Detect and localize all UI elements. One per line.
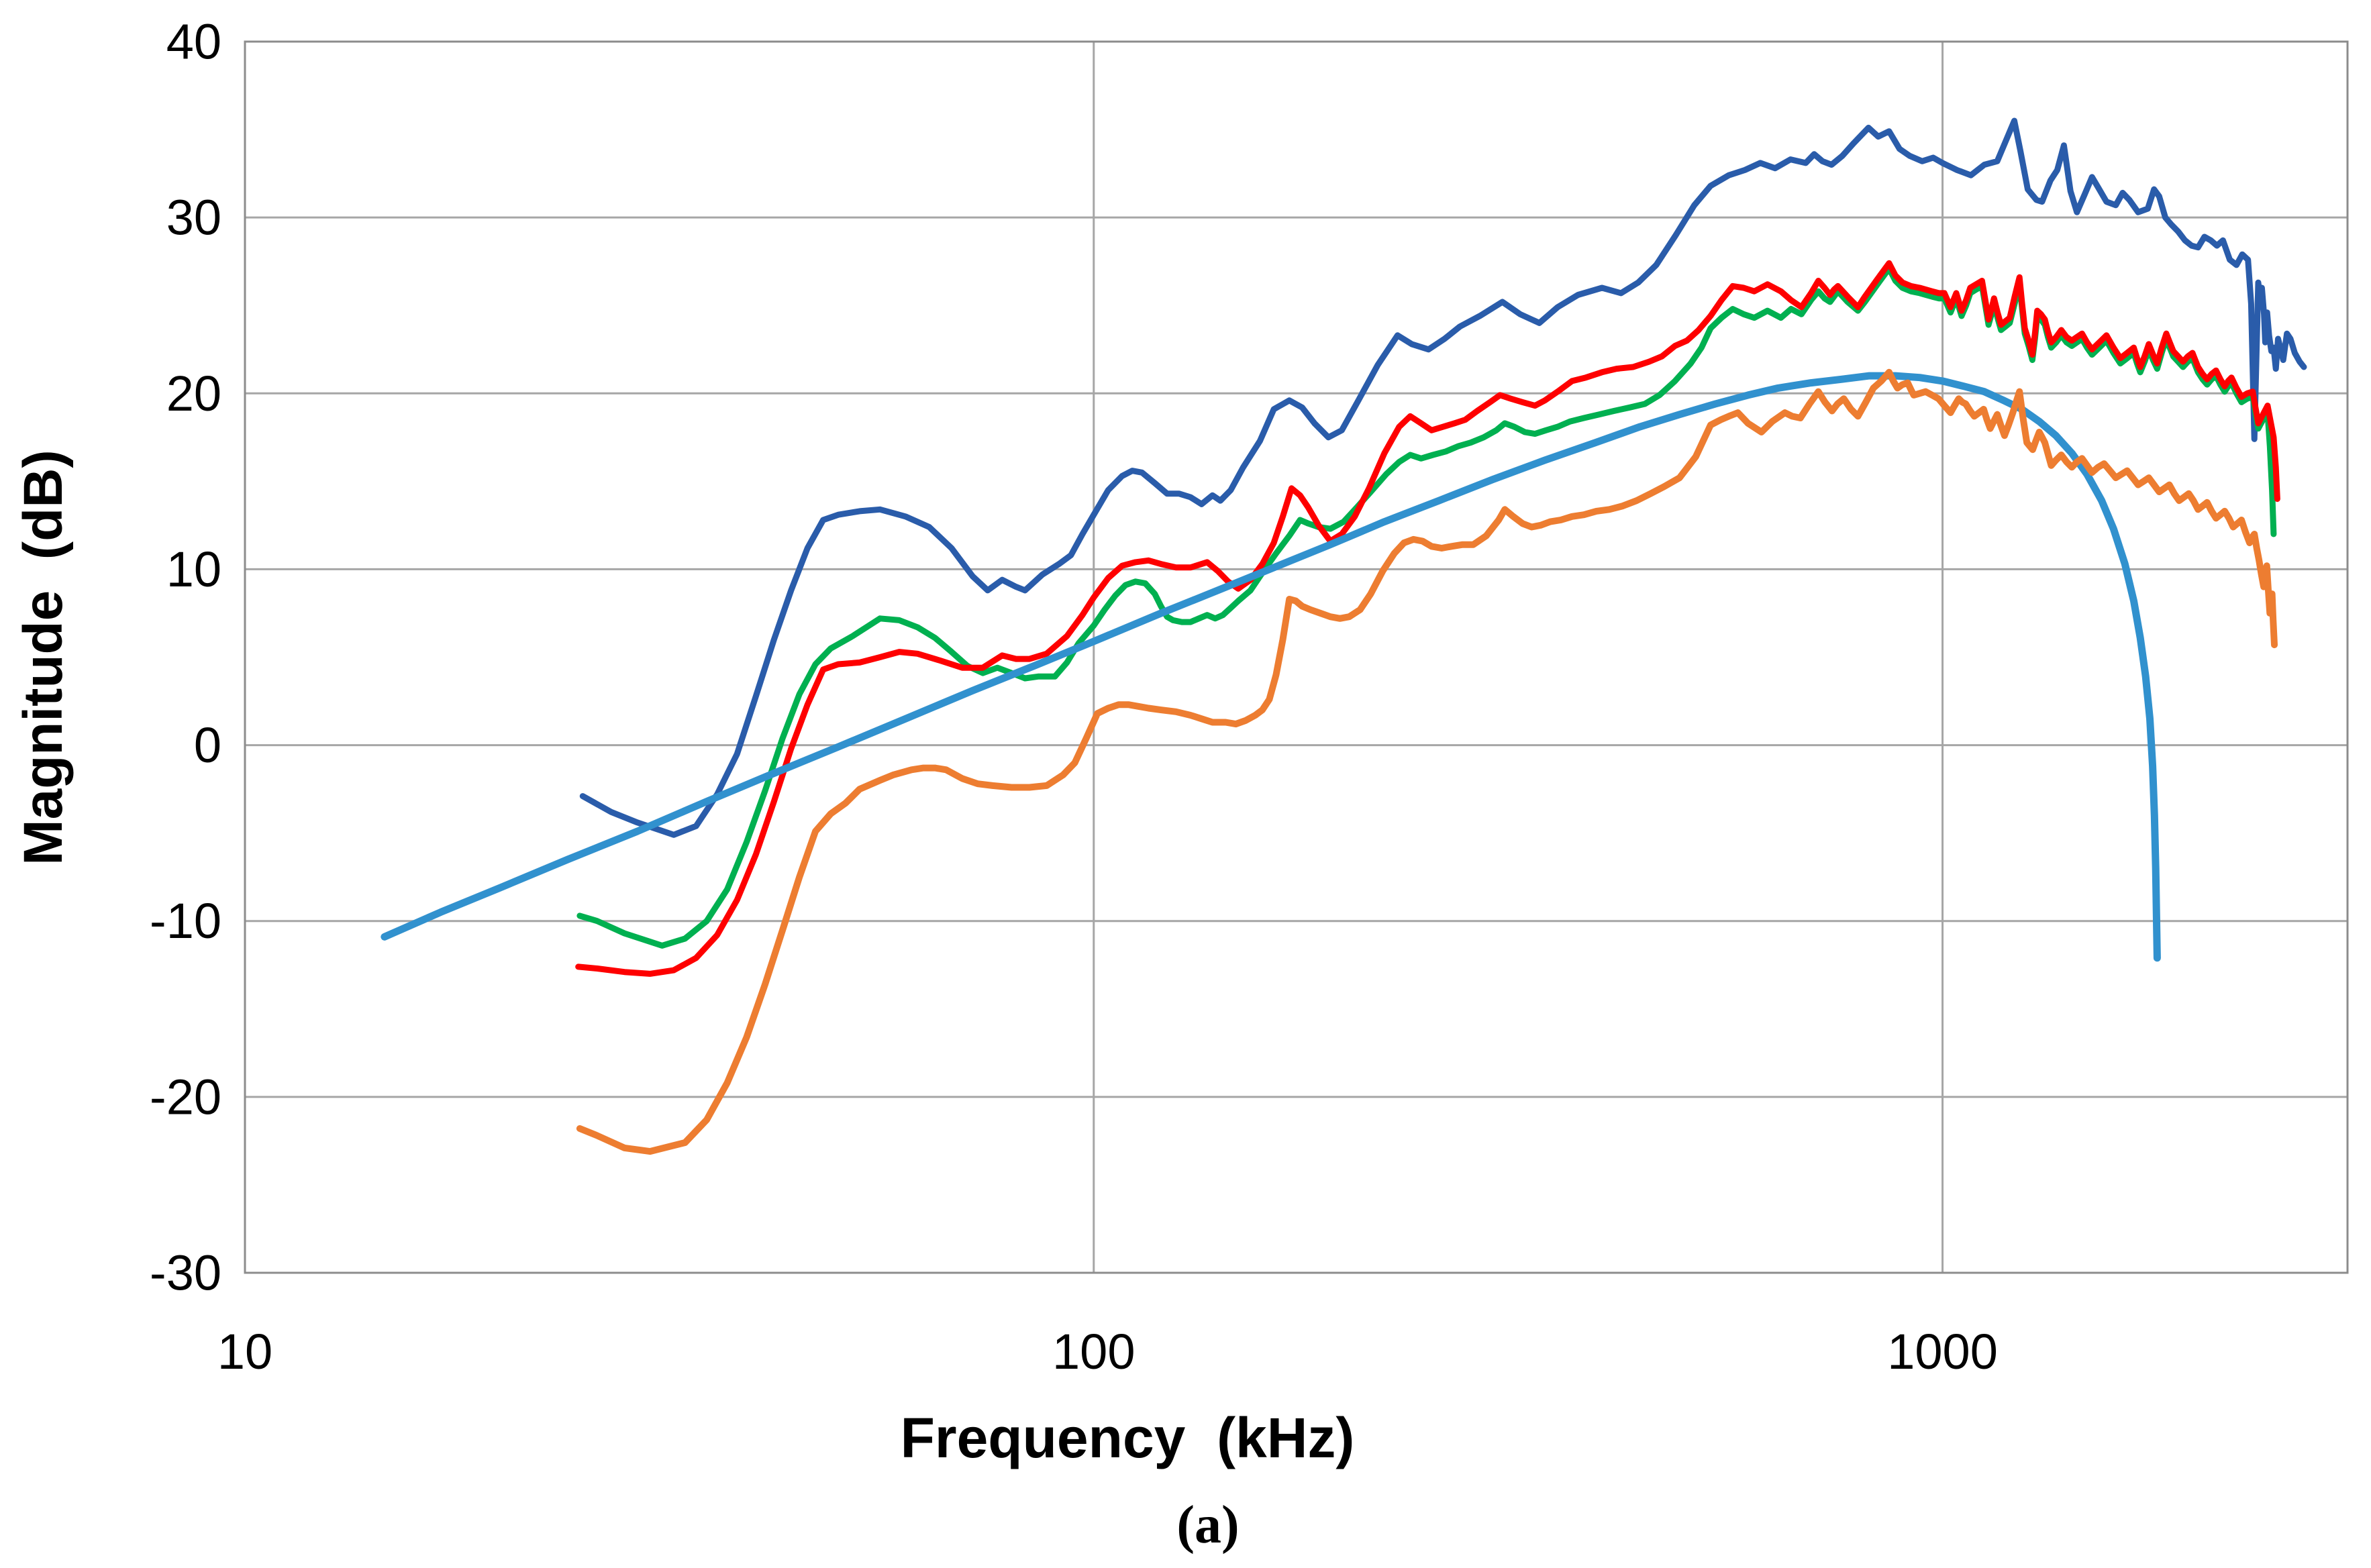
y-tick-label: 0 [194, 717, 221, 773]
plot-border [244, 40, 2349, 1274]
x-tick-label: 1000 [1887, 1324, 1998, 1379]
x-tick-label: 10 [217, 1324, 272, 1379]
y-tick-label: 40 [166, 14, 221, 70]
series-model-teal [381, 372, 2161, 962]
y-tick-label: 30 [166, 190, 221, 246]
series-measured-red [575, 260, 2280, 977]
y-tick-label: 10 [166, 541, 221, 597]
y-tick-label: -30 [150, 1245, 221, 1301]
series-measured-blue [579, 117, 2307, 838]
series-measured-orange [576, 368, 2278, 1155]
y-tick-label: 20 [166, 366, 221, 421]
subfigure-caption: (a) [1176, 1496, 1240, 1555]
series-measured-green [576, 265, 2277, 949]
y-tick-label: -20 [150, 1069, 221, 1125]
x-tick-label: 100 [1052, 1324, 1135, 1379]
y-tick-label: -10 [150, 893, 221, 949]
x-axis-title: Frequency (kHz) [900, 1406, 1355, 1469]
